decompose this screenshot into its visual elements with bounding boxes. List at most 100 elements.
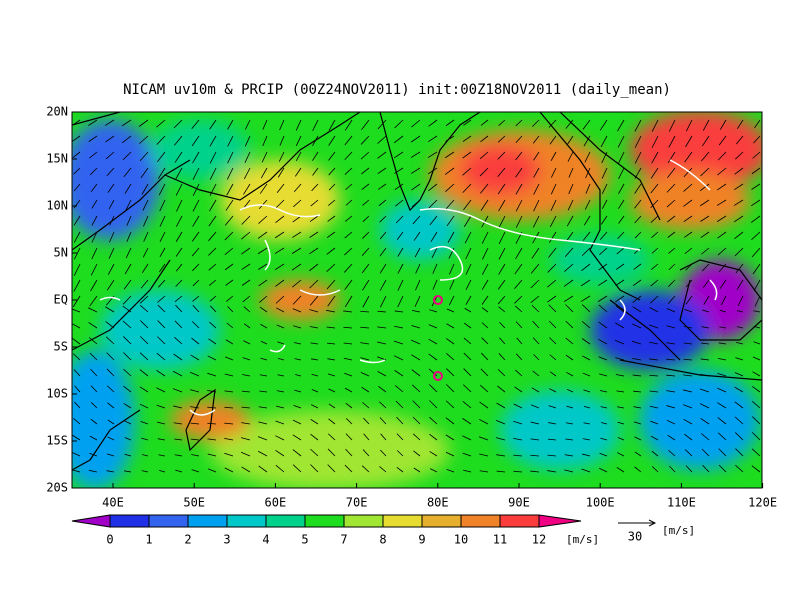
wind-vector bbox=[548, 320, 557, 329]
wind-vector bbox=[701, 247, 710, 255]
wind-vectors bbox=[72, 119, 761, 473]
wind-vector bbox=[631, 323, 642, 329]
wind-vector bbox=[393, 340, 404, 345]
wind-vector bbox=[124, 183, 132, 194]
wind-vector bbox=[533, 199, 540, 212]
wind-vector bbox=[262, 135, 268, 147]
wind-vector bbox=[139, 386, 149, 393]
wind-vector bbox=[410, 167, 421, 174]
wind-vector bbox=[241, 279, 251, 286]
wind-vector bbox=[513, 420, 523, 425]
wind-vector bbox=[599, 119, 608, 131]
wind-vector bbox=[274, 263, 285, 271]
wind-vector bbox=[311, 373, 319, 377]
wind-vector bbox=[634, 151, 642, 164]
wind-vector bbox=[258, 215, 268, 224]
wind-vector bbox=[429, 309, 438, 313]
wind-vector bbox=[634, 199, 642, 209]
wind-vector bbox=[344, 135, 353, 146]
wind-vector bbox=[378, 401, 387, 409]
wind-vector bbox=[600, 215, 608, 225]
wind-vector bbox=[581, 247, 591, 256]
wind-vector bbox=[634, 135, 642, 148]
wind-vector bbox=[700, 358, 710, 361]
wind-vector bbox=[277, 374, 285, 377]
wind-vector bbox=[734, 247, 744, 257]
colorbar-label: 1 bbox=[145, 533, 152, 547]
wind-vector bbox=[361, 263, 370, 274]
wind-vector bbox=[463, 119, 472, 126]
wind-vector bbox=[227, 306, 234, 313]
wind-vector bbox=[344, 119, 353, 131]
wind-vector bbox=[90, 385, 98, 393]
wind-vector bbox=[751, 231, 761, 241]
wind-vector bbox=[260, 167, 268, 179]
wind-vector bbox=[190, 406, 200, 409]
wind-vector bbox=[699, 388, 710, 393]
wind-vector bbox=[258, 406, 268, 409]
wind-vector bbox=[446, 338, 455, 345]
wind-vector bbox=[343, 310, 353, 313]
wind-vector bbox=[650, 420, 659, 425]
wind-vector bbox=[362, 231, 370, 239]
wind-vector bbox=[123, 403, 132, 409]
wind-vector bbox=[685, 279, 693, 288]
wind-vector bbox=[598, 356, 608, 361]
wind-vector bbox=[209, 295, 217, 302]
wind-vector bbox=[107, 436, 115, 441]
wind-vector bbox=[72, 135, 81, 142]
wind-vector bbox=[530, 470, 540, 473]
wind-vector bbox=[497, 385, 506, 393]
wind-vector bbox=[175, 304, 183, 313]
wind-vector bbox=[394, 183, 404, 190]
wind-vector bbox=[310, 464, 319, 473]
wind-vector bbox=[415, 263, 421, 274]
colorbar-label: 0 bbox=[106, 533, 113, 547]
wind-vector bbox=[105, 151, 115, 160]
wind-vector bbox=[566, 215, 574, 227]
wind-vector bbox=[633, 406, 642, 409]
wind-vector bbox=[293, 199, 302, 208]
wind-vector bbox=[565, 337, 574, 345]
wind-vector bbox=[733, 199, 744, 206]
wind-vector bbox=[106, 453, 115, 457]
wind-vector bbox=[615, 374, 625, 377]
wind-vector bbox=[175, 247, 183, 257]
wind-vector bbox=[598, 467, 608, 473]
wind-vector bbox=[445, 417, 455, 425]
wind-vector bbox=[208, 231, 217, 242]
wind-vector bbox=[684, 231, 693, 238]
wind-vector bbox=[533, 354, 540, 361]
wind-vector bbox=[241, 422, 251, 425]
wind-vector bbox=[207, 372, 217, 377]
wind-vector bbox=[753, 310, 761, 313]
lon-label: 70E bbox=[346, 496, 368, 510]
wind-vector bbox=[650, 263, 659, 270]
wind-vector bbox=[157, 320, 166, 329]
wind-vector bbox=[754, 119, 761, 129]
wind-vector bbox=[513, 403, 523, 409]
wind-vector bbox=[394, 119, 404, 129]
wind-vector bbox=[446, 308, 455, 313]
wind-vector bbox=[427, 151, 438, 158]
wind-vector bbox=[601, 183, 608, 194]
wind-vector bbox=[565, 438, 574, 441]
wind-vector bbox=[683, 358, 693, 361]
wind-vector bbox=[292, 215, 302, 223]
wind-vector bbox=[618, 151, 625, 164]
wind-vector bbox=[226, 295, 234, 302]
wind-vector bbox=[601, 167, 608, 179]
wind-vector bbox=[463, 368, 472, 377]
lon-label: 120E bbox=[748, 496, 777, 510]
wind-vector bbox=[651, 247, 659, 254]
wind-vector bbox=[547, 470, 557, 473]
wind-vector bbox=[600, 406, 608, 409]
wind-vector bbox=[224, 390, 234, 393]
colorbar-label: 3 bbox=[223, 533, 230, 547]
wind-vector bbox=[445, 353, 455, 361]
wind-vector bbox=[667, 167, 676, 178]
wind-vector bbox=[192, 167, 200, 180]
wind-vector bbox=[361, 247, 370, 256]
wind-vector bbox=[581, 304, 591, 313]
wind-vector bbox=[650, 167, 659, 179]
